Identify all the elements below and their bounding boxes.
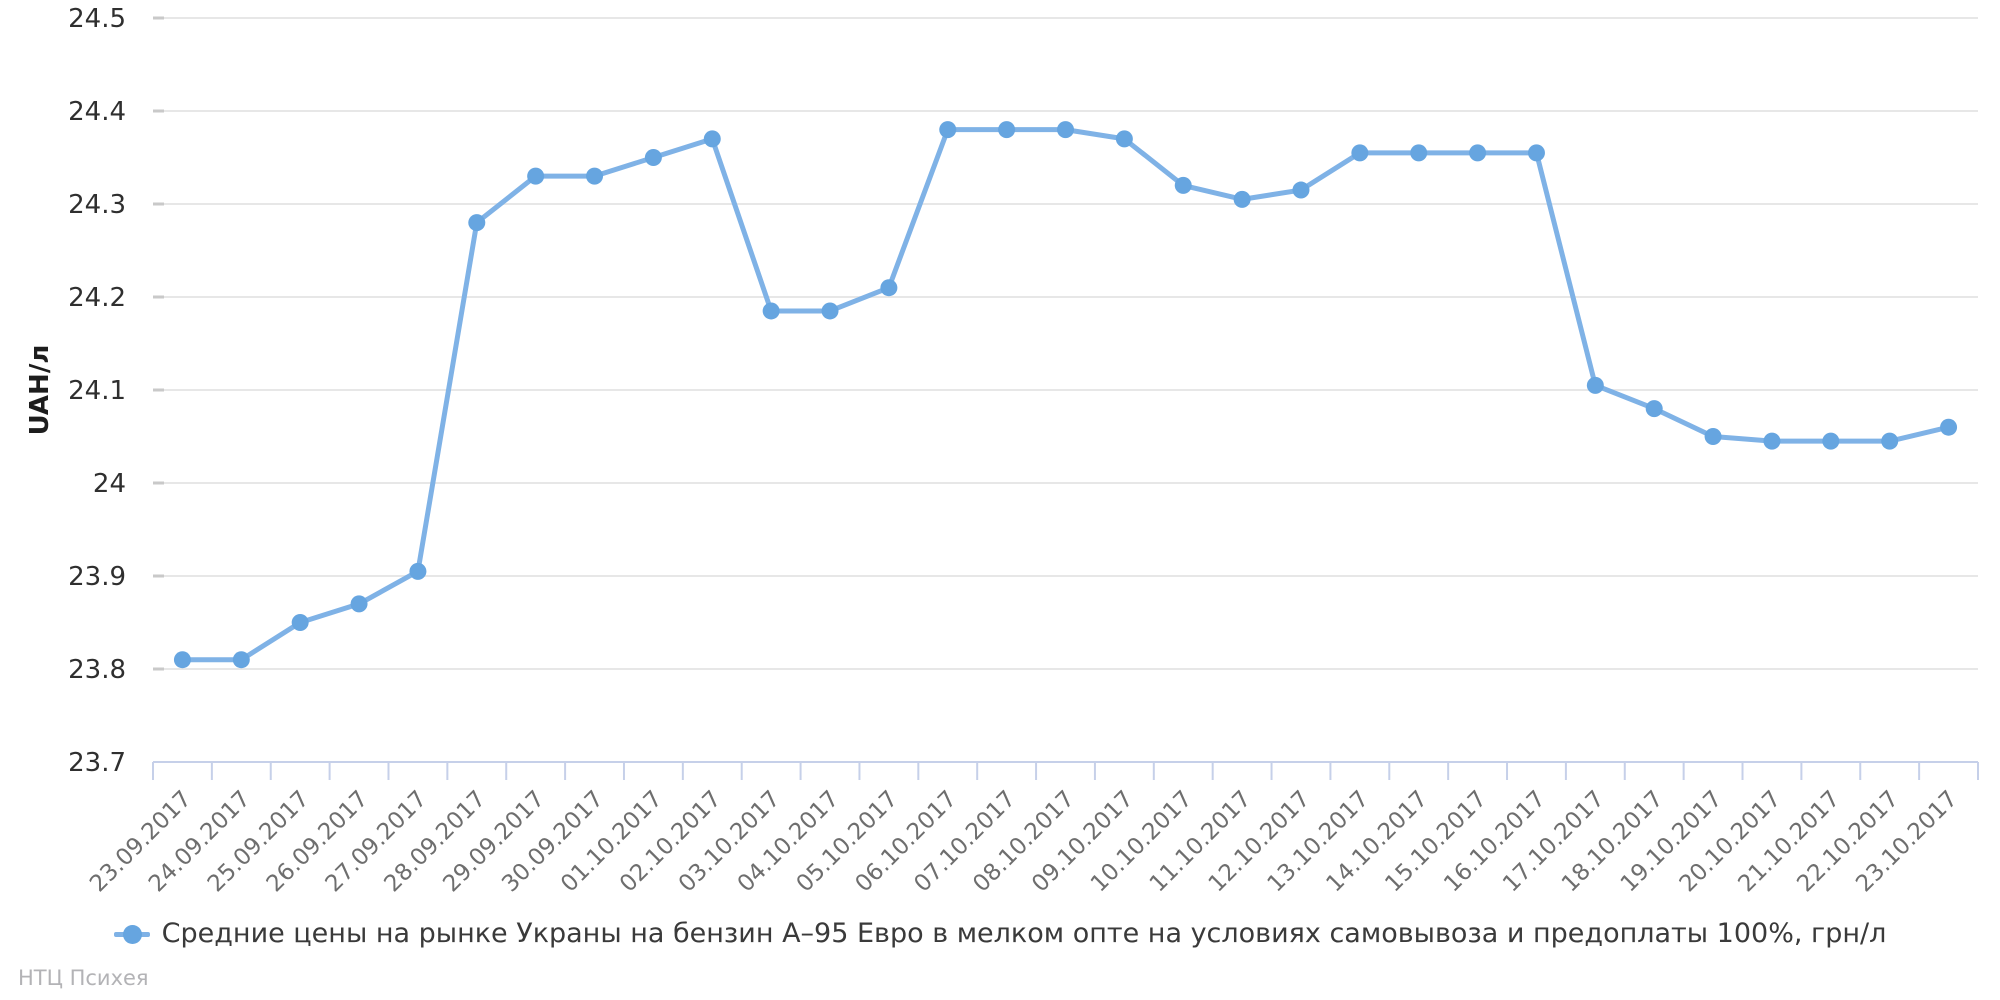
data-point[interactable] [1174, 176, 1192, 194]
x-tick-label: 23.09.2017 [85, 786, 197, 898]
legend-dot [122, 924, 142, 944]
data-point[interactable] [350, 595, 368, 613]
data-point[interactable] [1763, 432, 1781, 450]
data-point[interactable] [644, 149, 662, 166]
y-tick-label: 24.5 [68, 4, 126, 34]
y-tick-label: 24.3 [68, 190, 126, 220]
watermark: НТЦ Психея [18, 966, 149, 990]
data-point[interactable] [1940, 418, 1958, 436]
data-point[interactable] [998, 121, 1016, 139]
data-point[interactable] [762, 302, 780, 320]
y-tick-label: 23.7 [68, 748, 126, 778]
data-point[interactable] [1469, 144, 1487, 162]
data-point[interactable] [1527, 144, 1545, 162]
y-tick-label: 24.4 [68, 97, 126, 127]
y-tick-label: 23.9 [68, 562, 126, 592]
data-point[interactable] [821, 302, 839, 320]
data-point[interactable] [1292, 181, 1310, 199]
data-point[interactable] [1057, 121, 1074, 139]
plot-area: 24.5 24.4 24.3 24.2 24.1 24 23.9 23.8 23.7 23.09.… [25, 4, 1979, 898]
data-point[interactable] [939, 121, 957, 139]
price-line [179, 127, 1952, 663]
y-axis-title: UAH/л [25, 345, 55, 436]
data-point[interactable] [880, 279, 898, 297]
data-point[interactable] [232, 651, 250, 669]
data-point[interactable] [1881, 432, 1899, 450]
data-point[interactable] [1704, 428, 1722, 445]
data-point[interactable] [1115, 130, 1133, 148]
data-point[interactable] [1233, 190, 1251, 208]
y-tick-label: 24 [93, 469, 126, 499]
data-point[interactable] [1822, 432, 1840, 450]
y-tick-label: 24.1 [68, 376, 126, 406]
data-point[interactable] [173, 651, 191, 669]
data-point[interactable] [1351, 144, 1369, 162]
y-tick-label: 24.2 [68, 283, 126, 313]
legend-label: Средние цены на рынке Украны на бензин А… [161, 918, 1887, 949]
data-point[interactable] [1586, 376, 1604, 394]
data-point[interactable] [1410, 144, 1428, 162]
data-point[interactable] [409, 562, 427, 580]
data-point[interactable] [468, 214, 486, 232]
legend-line-marker-icon [113, 924, 150, 944]
y-tick-label: 23.8 [68, 655, 126, 685]
data-point[interactable] [527, 167, 545, 185]
data-point[interactable] [291, 614, 309, 631]
data-point[interactable] [1645, 400, 1663, 418]
legend[interactable]: Средние цены на рынке Украны на бензин А… [0, 918, 2000, 949]
data-point[interactable] [586, 167, 604, 185]
data-point[interactable] [703, 130, 721, 148]
